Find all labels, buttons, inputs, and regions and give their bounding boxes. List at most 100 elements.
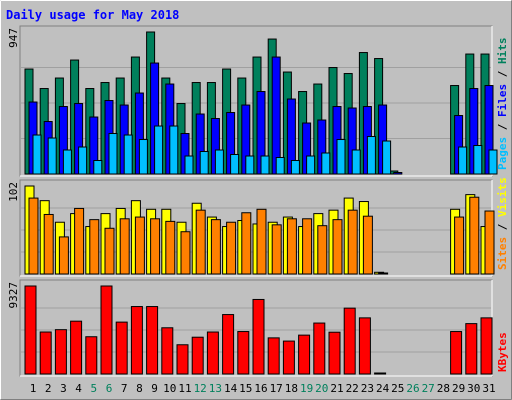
x-tick-label-day-6: 6 bbox=[106, 382, 113, 395]
visits-panel-sites-bar-day-3 bbox=[58, 236, 69, 275]
kbytes-panel-kbytes-bar-day-11 bbox=[176, 344, 189, 375]
kbytes-panel-kbytes-bar-day-24 bbox=[374, 372, 387, 375]
legend-sep-3: / bbox=[496, 223, 509, 230]
hits-panel-files-bar-day-25 bbox=[393, 172, 403, 175]
hits-panel-pages-bar-day-23 bbox=[366, 136, 376, 175]
kbytes-panel-kbytes-bar-day-13 bbox=[206, 331, 219, 375]
hits-panel-pages-bar-day-19 bbox=[306, 155, 316, 175]
panel-hits-legend: Pages / Files / Hits bbox=[496, 38, 509, 171]
visits-panel-sites-bar-day-16 bbox=[256, 208, 267, 275]
visits-panel-sites-bar-day-18 bbox=[286, 218, 297, 275]
x-tick-label-day-16: 16 bbox=[254, 382, 267, 395]
visits-panel-sites-bar-day-11 bbox=[180, 231, 191, 275]
panel-hits-ymax: 947 bbox=[7, 28, 20, 48]
hits-panel-pages-bar-day-1 bbox=[32, 134, 42, 175]
hits-panel-pages-bar-day-7 bbox=[123, 134, 133, 175]
kbytes-panel-kbytes-bar-day-8 bbox=[130, 306, 143, 375]
x-tick-label-day-26: 26 bbox=[406, 382, 419, 395]
x-tick-label-day-23: 23 bbox=[361, 382, 374, 395]
x-tick-label-day-15: 15 bbox=[239, 382, 252, 395]
legend-visits: Visits bbox=[496, 177, 509, 217]
panel-visits-legend: Sites / Visits bbox=[496, 177, 509, 270]
legend-sep-2: / bbox=[496, 70, 509, 77]
hits-panel-pages-bar-day-4 bbox=[78, 146, 88, 175]
kbytes-panel-kbytes-bar-day-10 bbox=[161, 327, 174, 375]
visits-panel-sites-bar-day-29 bbox=[454, 216, 465, 275]
hits-panel-pages-bar-day-10 bbox=[169, 125, 179, 175]
visits-panel-sites-bar-day-4 bbox=[74, 207, 85, 275]
kbytes-panel-kbytes-bar-day-2 bbox=[39, 331, 52, 375]
kbytes-panel-kbytes-bar-day-23 bbox=[358, 317, 371, 375]
x-tick-label-day-21: 21 bbox=[330, 382, 343, 395]
kbytes-panel-kbytes-bar-day-3 bbox=[54, 329, 67, 375]
panel-kbytes-bars bbox=[24, 285, 493, 375]
x-tick-label-day-20: 20 bbox=[315, 382, 328, 395]
kbytes-panel-kbytes-bar-day-12 bbox=[191, 336, 204, 375]
legend-files: Files bbox=[496, 84, 509, 117]
hits-panel-pages-bar-day-13 bbox=[214, 149, 224, 175]
x-tick-label-day-7: 7 bbox=[121, 382, 128, 395]
hits-panel-pages-bar-day-6 bbox=[108, 133, 118, 175]
legend-hits: Hits bbox=[496, 38, 509, 65]
hits-panel-pages-bar-day-8 bbox=[138, 139, 148, 175]
visits-panel-sites-bar-day-14 bbox=[226, 221, 237, 275]
kbytes-panel-kbytes-bar-day-9 bbox=[146, 306, 159, 375]
kbytes-panel-kbytes-bar-day-7 bbox=[115, 321, 128, 375]
visits-panel-sites-bar-day-10 bbox=[165, 220, 176, 275]
visits-panel-sites-bar-day-6 bbox=[104, 227, 115, 275]
hits-panel-pages-bar-day-30 bbox=[473, 145, 483, 175]
x-tick-label-day-28: 28 bbox=[437, 382, 450, 395]
kbytes-panel-kbytes-bar-day-30 bbox=[465, 323, 478, 375]
visits-panel-sites-bar-day-31 bbox=[484, 210, 495, 275]
visits-panel-sites-bar-day-7 bbox=[119, 218, 130, 275]
legend-sep-1: / bbox=[496, 123, 509, 130]
kbytes-panel-kbytes-bar-day-6 bbox=[100, 285, 113, 375]
visits-panel-sites-bar-day-2 bbox=[43, 213, 54, 275]
hits-panel-pages-bar-day-5 bbox=[93, 160, 103, 175]
hits-panel-files-bar-day-17 bbox=[271, 56, 281, 175]
hits-panel-pages-bar-day-3 bbox=[62, 149, 72, 175]
hits-panel-pages-bar-day-18 bbox=[290, 160, 300, 175]
kbytes-panel-kbytes-bar-day-18 bbox=[282, 340, 295, 375]
kbytes-panel-kbytes-bar-day-14 bbox=[222, 314, 235, 375]
visits-panel-sites-bar-day-21 bbox=[332, 219, 343, 275]
x-tick-label-day-17: 17 bbox=[270, 382, 283, 395]
kbytes-panel-kbytes-bar-day-31 bbox=[480, 317, 493, 375]
hits-panel-pages-bar-day-31 bbox=[488, 149, 498, 175]
hits-panel-pages-bar-day-17 bbox=[275, 157, 285, 175]
visits-panel-sites-bar-day-5 bbox=[89, 219, 100, 275]
visits-panel-sites-bar-day-13 bbox=[210, 219, 221, 275]
x-tick-label-day-1: 1 bbox=[30, 382, 37, 395]
visits-panel-sites-bar-day-20 bbox=[317, 225, 328, 275]
x-tick-label-day-27: 27 bbox=[422, 382, 435, 395]
x-tick-label-day-31: 31 bbox=[482, 382, 495, 395]
x-tick-label-day-8: 8 bbox=[136, 382, 143, 395]
x-tick-label-day-18: 18 bbox=[285, 382, 298, 395]
x-tick-label-day-25: 25 bbox=[391, 382, 404, 395]
visits-panel-sites-bar-day-8 bbox=[134, 216, 145, 275]
hits-panel-pages-bar-day-21 bbox=[336, 139, 346, 175]
kbytes-panel-kbytes-bar-day-21 bbox=[328, 331, 341, 375]
x-tick-label-day-11: 11 bbox=[178, 382, 191, 395]
panel-kbytes-legend: KBytes bbox=[496, 332, 509, 372]
legend-kbytes: KBytes bbox=[496, 332, 509, 372]
x-tick-label-day-14: 14 bbox=[224, 382, 238, 395]
hits-panel-pages-bar-day-22 bbox=[351, 149, 361, 175]
kbytes-panel-kbytes-bar-day-16 bbox=[252, 298, 265, 375]
x-tick-label-day-5: 5 bbox=[90, 382, 97, 395]
kbytes-panel-kbytes-bar-day-20 bbox=[313, 322, 326, 375]
x-axis-day-labels: 1 2 3 4 5 6 7 8 9 10 11 12 13 14 15 16 17 18 19 20 21 22 23 24 2… bbox=[30, 382, 496, 395]
visits-panel-sites-bar-day-24 bbox=[378, 272, 389, 275]
panel-visits-bars bbox=[24, 185, 495, 275]
x-tick-label-day-24: 24 bbox=[376, 382, 390, 395]
kbytes-panel-kbytes-bar-day-1 bbox=[24, 285, 37, 375]
kbytes-panel-kbytes-bar-day-22 bbox=[343, 307, 356, 375]
x-tick-label-day-13: 13 bbox=[209, 382, 222, 395]
svg-text:Sites / Visits: Sites / Visits bbox=[496, 177, 509, 270]
hits-panel-pages-bar-day-15 bbox=[245, 155, 255, 175]
visits-panel-sites-bar-day-22 bbox=[347, 209, 358, 275]
panel-hits-bars bbox=[24, 31, 498, 175]
x-tick-label-day-19: 19 bbox=[300, 382, 313, 395]
visits-panel-sites-bar-day-17 bbox=[271, 224, 282, 275]
